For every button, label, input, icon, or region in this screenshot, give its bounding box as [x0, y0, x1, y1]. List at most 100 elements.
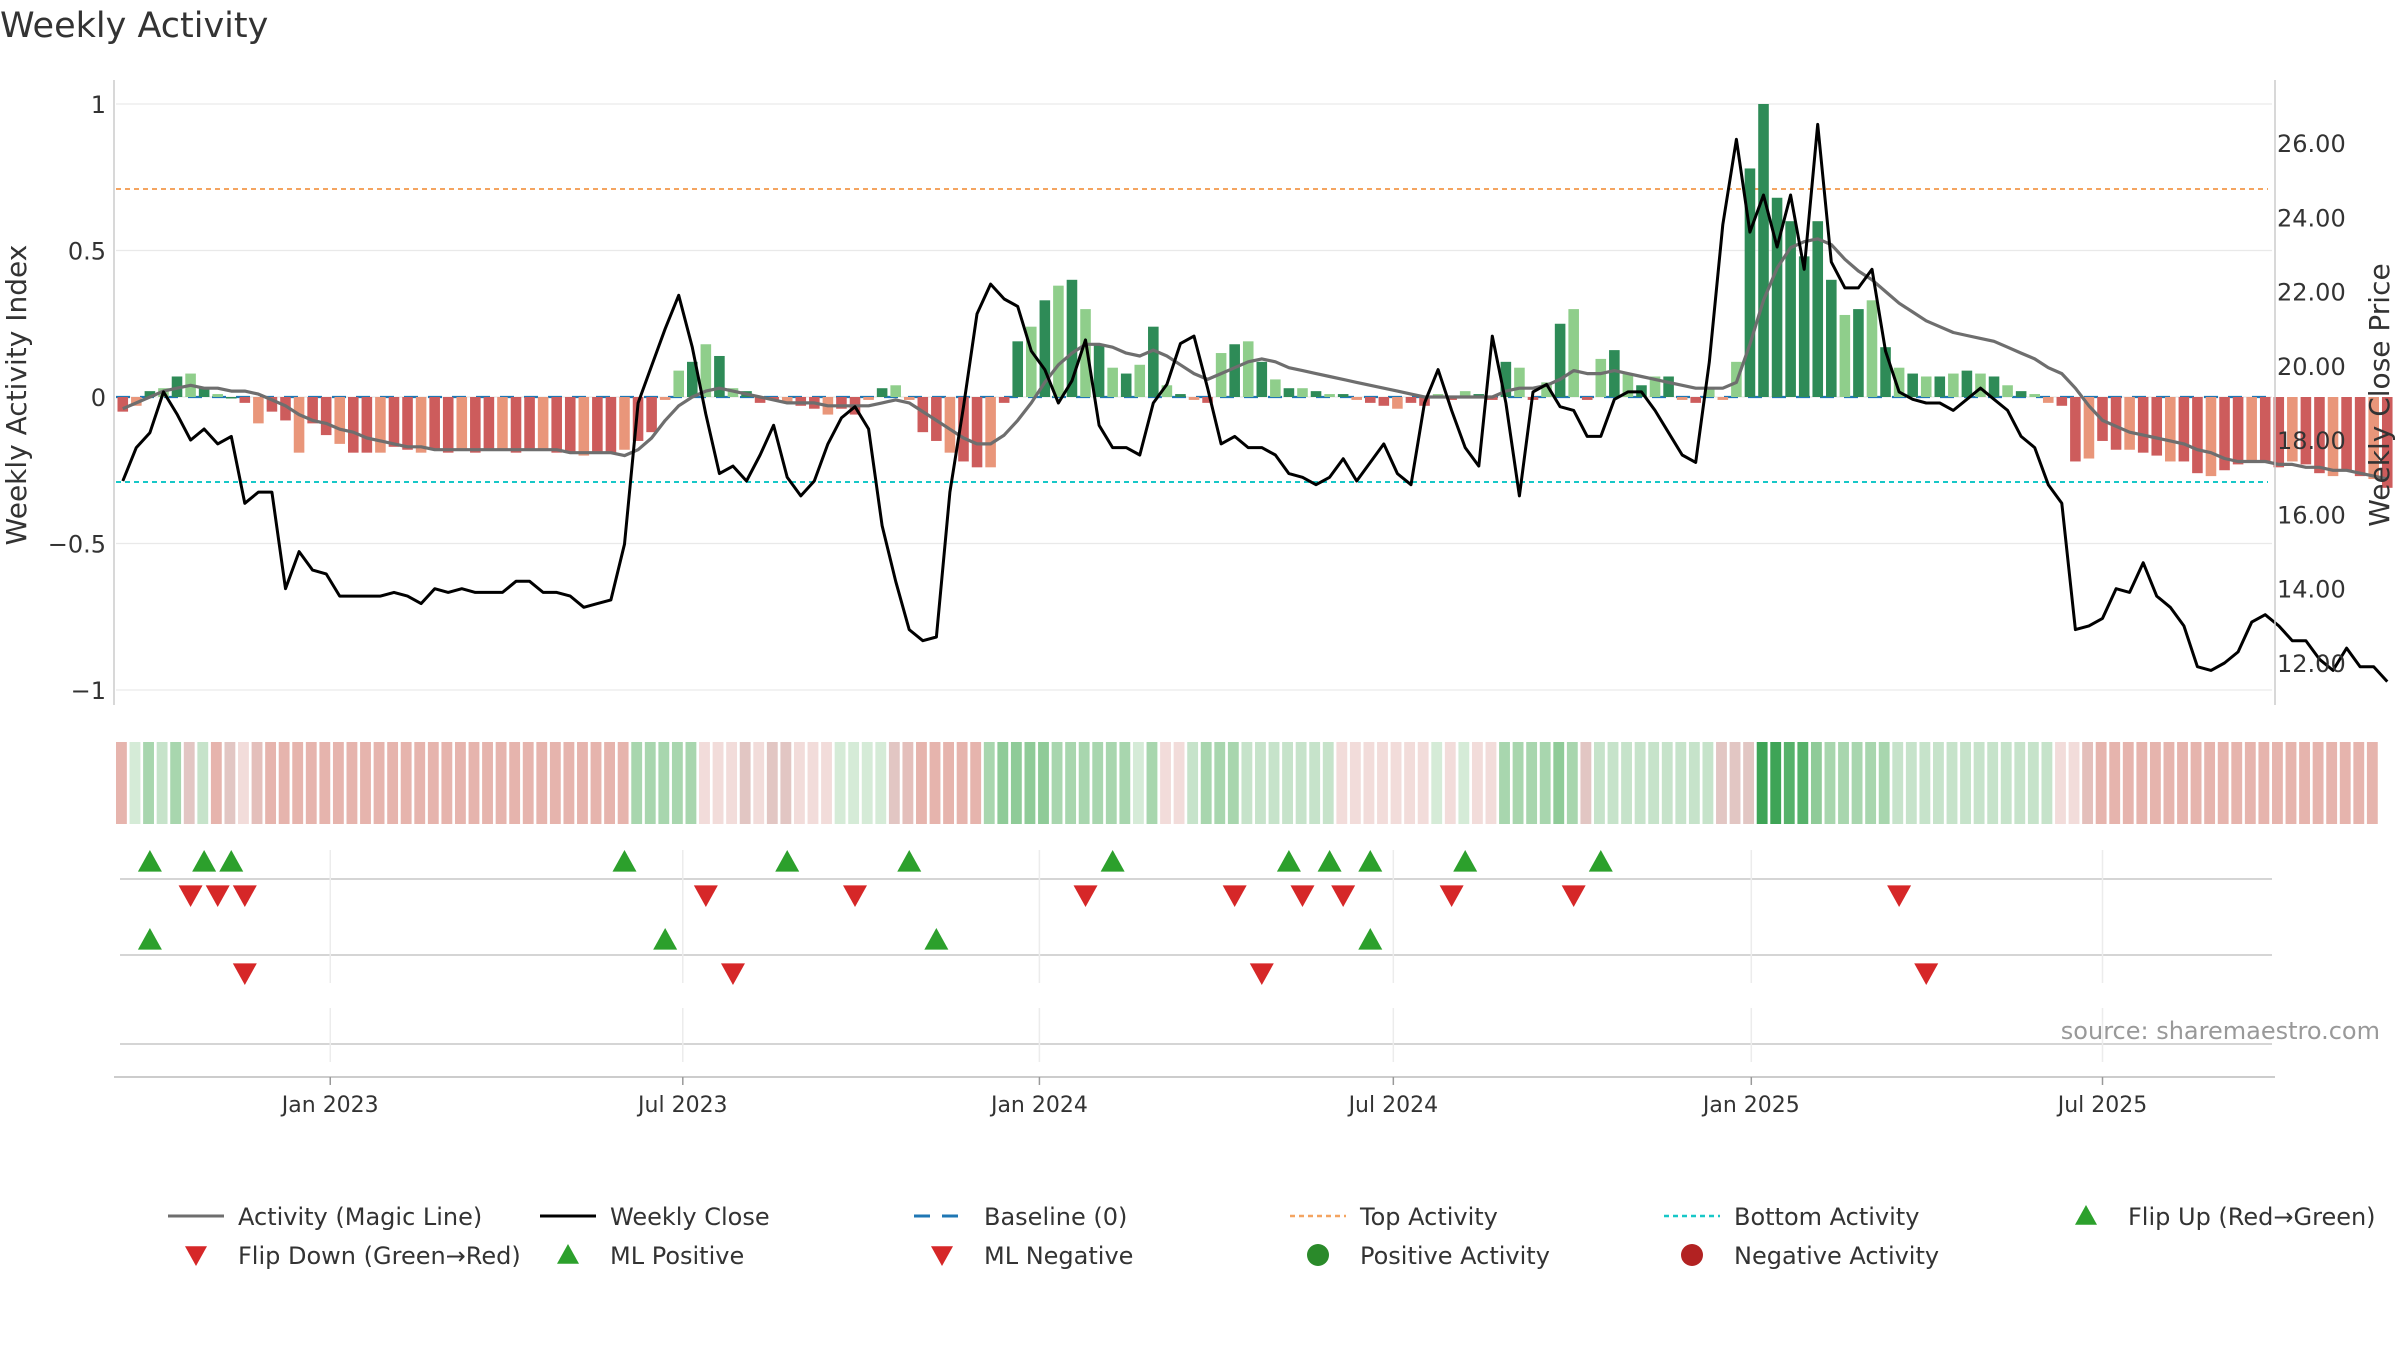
activity-strip-cell: [454, 742, 466, 824]
activity-bar: [388, 397, 400, 447]
activity-bar: [2178, 397, 2190, 462]
activity-strip-cell: [1661, 742, 1673, 824]
activity-strip-cell: [536, 742, 548, 824]
activity-strip-cell: [400, 742, 412, 824]
activity-strip-cell: [1444, 742, 1456, 824]
activity-strip-cell: [238, 742, 249, 824]
activity-strip-cell: [1892, 742, 1904, 824]
activity-strip-cell: [2041, 742, 2053, 824]
activity-strip-cell: [1078, 742, 1090, 824]
activity-strip-cell: [1770, 742, 1782, 824]
activity-bar: [1256, 361, 1268, 397]
activity-bar: [2070, 397, 2081, 462]
x-tick-label: Jul 2023: [636, 1093, 728, 1118]
activity-bar: [2151, 397, 2163, 456]
activity-strip-cell: [1051, 742, 1063, 824]
legend-label: Flip Up (Red→Green): [2128, 1203, 2376, 1231]
activity-bar: [402, 397, 413, 450]
activity-strip-cell: [1404, 742, 1416, 824]
activity-bar: [998, 397, 1010, 403]
activity-bar: [1839, 314, 1851, 397]
weekly-close-line: [121, 122, 2389, 683]
activity-strip-cell: [699, 742, 710, 824]
activity-strip-cell: [590, 742, 602, 824]
activity-bar: [2219, 397, 2230, 471]
activity-bar: [1459, 391, 1471, 397]
activity-strip-cell: [1010, 742, 1022, 824]
activity-strip-cell: [888, 742, 900, 824]
legend-swatch: [185, 1246, 207, 1266]
activity-bar: [863, 397, 874, 400]
activity-strip-cell: [1526, 742, 1538, 824]
activity-bar: [117, 397, 129, 412]
activity-bar: [659, 397, 671, 400]
activity-strip-cell: [1675, 742, 1687, 824]
activity-strip-cell: [2136, 742, 2148, 824]
activity-bar: [1310, 391, 1322, 397]
activity-bar: [592, 397, 603, 453]
activity-strip-cell: [1363, 742, 1375, 824]
activity-strip-cell: [780, 742, 792, 824]
y-tick-left: −1: [71, 677, 106, 705]
activity-bar: [266, 397, 278, 412]
activity-bar: [1148, 326, 1159, 397]
activity-strip-cell: [1160, 742, 1171, 824]
ml-positive-marker: [1358, 928, 1383, 950]
activity-bar: [212, 394, 223, 397]
activity-bar: [1500, 361, 1512, 397]
activity-bar: [442, 397, 454, 453]
activity-strip-cell: [197, 742, 209, 824]
activity-strip-cell: [2000, 742, 2012, 824]
activity-bar: [1107, 367, 1118, 397]
activity-bar: [1120, 373, 1132, 397]
activity-bar: [1093, 344, 1105, 397]
activity-strip-cell: [1390, 742, 1402, 824]
activity-strip-cell: [1241, 742, 1253, 824]
activity-strip-cell: [1553, 742, 1565, 824]
activity-strip-cell: [170, 742, 182, 824]
legend-label: ML Negative: [984, 1242, 1133, 1270]
y-axis-left-label: Weekly Activity Index: [0, 245, 33, 546]
activity-strip-cell: [1783, 742, 1795, 824]
activity-strip-cell: [1566, 742, 1578, 824]
activity-strip-cell: [1865, 742, 1877, 824]
activity-strip-cell: [1621, 742, 1632, 824]
activity-bar: [144, 391, 156, 397]
activity-strip-cell: [793, 742, 805, 824]
legend-label: ML Positive: [610, 1242, 744, 1270]
activity-bar: [524, 397, 535, 450]
activity-strip-cell: [1336, 742, 1348, 824]
activity-bar: [2192, 397, 2203, 474]
activity-bar: [1554, 323, 1566, 397]
activity-bar: [876, 388, 888, 397]
activity-bar: [1337, 394, 1349, 397]
activity-strip-cell: [2285, 742, 2297, 824]
activity-bar: [1242, 341, 1254, 397]
x-tick-label: Jul 2024: [1347, 1093, 1439, 1118]
activity-bar: [958, 397, 969, 462]
axes: 1 0.5 0 −0.5 −1 26.00 24.00 22.00 20.00 18.00 16.0…: [48, 80, 2346, 705]
activity-bar: [2287, 397, 2298, 462]
activity-strip-cell: [305, 742, 317, 824]
legend-swatch: [1307, 1244, 1329, 1266]
activity-bar: [1568, 309, 1579, 397]
activity-bar: [605, 397, 617, 453]
activity-strip-cell: [183, 742, 195, 824]
y-tick-left: −0.5: [48, 531, 106, 559]
x-tick-label: Jan 2025: [1701, 1093, 1800, 1118]
activity-bar: [1920, 376, 1932, 397]
activity-strip-cell: [956, 742, 968, 824]
activity-strip-cell: [821, 742, 832, 824]
activity-bar: [2137, 397, 2149, 453]
activity-bar: [2327, 397, 2339, 477]
flip-down-marker: [1561, 885, 1586, 907]
activity-strip-cell: [983, 742, 995, 824]
activity-bar: [1392, 397, 1403, 409]
activity-bar: [1270, 379, 1281, 397]
activity-bar: [225, 397, 237, 399]
activity-strip-cell: [1539, 742, 1551, 824]
activity-strip-cell: [753, 742, 765, 824]
activity-strip-cell: [807, 742, 819, 824]
activity-bar: [917, 397, 929, 433]
reference-lines: [116, 187, 2268, 483]
